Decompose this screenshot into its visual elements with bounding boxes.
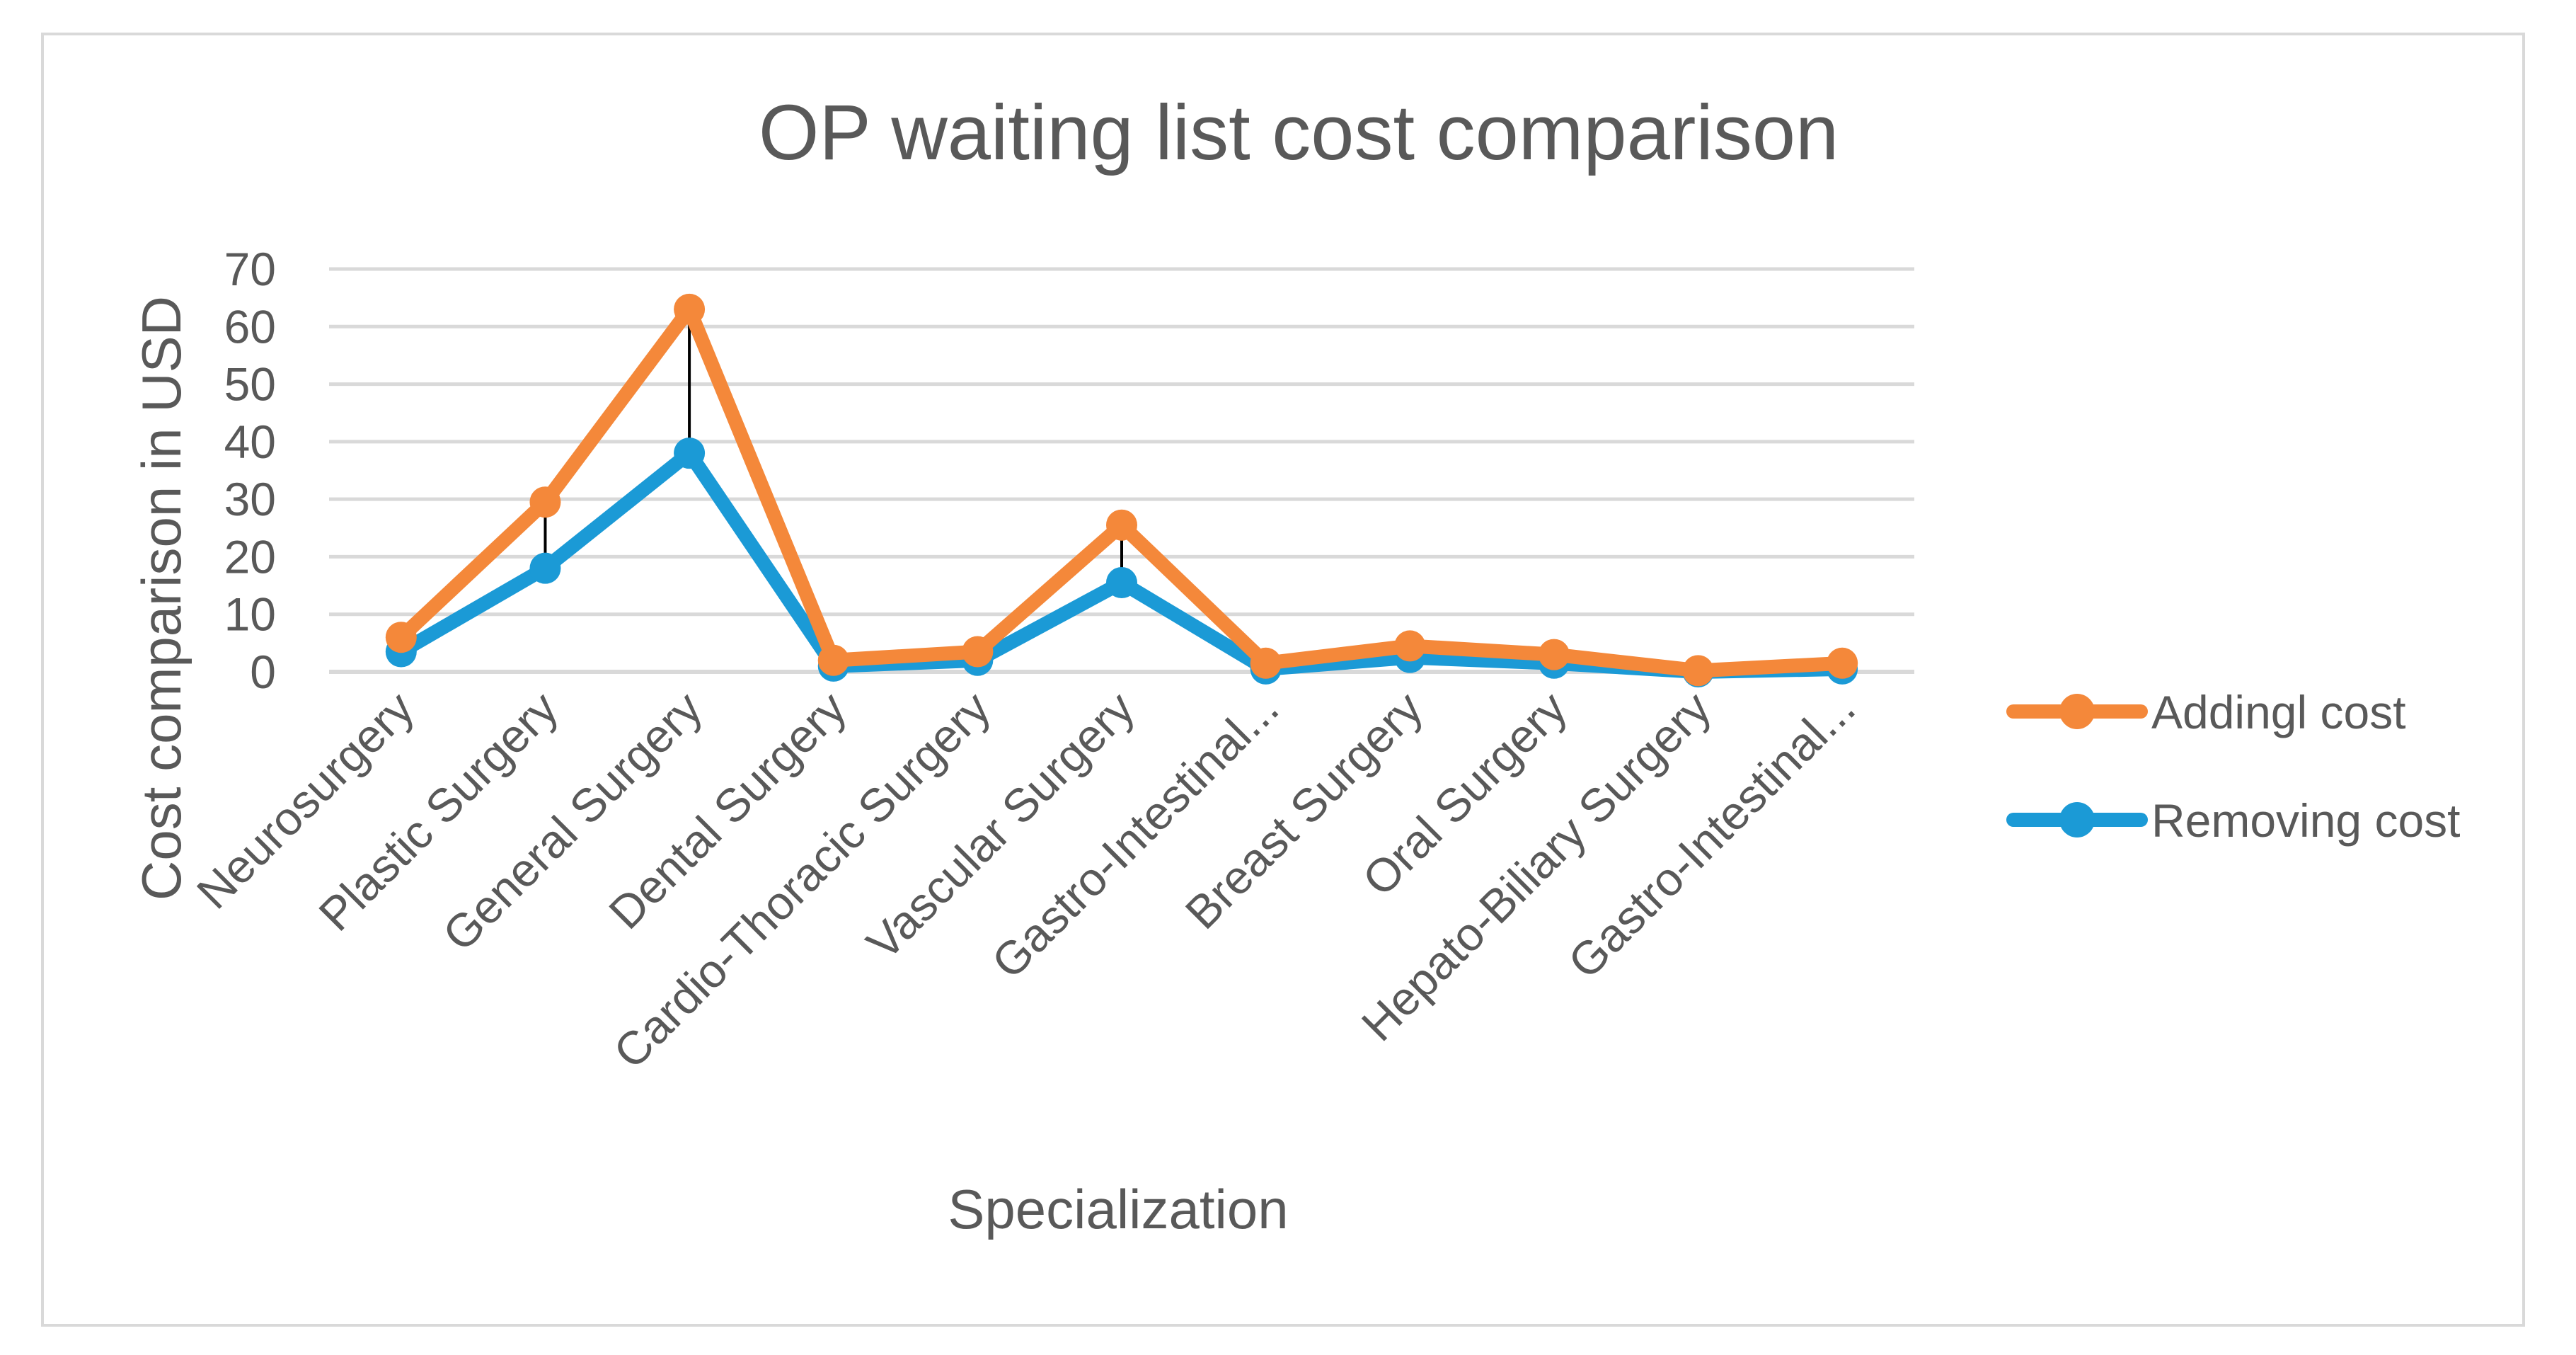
legend-item: Addingl cost [2006, 686, 2406, 738]
data-point-addingl-cost [817, 644, 849, 676]
y-tick-label: 60 [224, 300, 276, 353]
chart-title: OP waiting list cost comparison [759, 89, 1839, 176]
x-axis-label: Specialization [948, 1178, 1288, 1240]
data-point-removing-cost [529, 552, 561, 584]
y-tick-label: 10 [224, 588, 276, 641]
chart-frame [41, 33, 2525, 1327]
y-tick-label: 50 [224, 358, 276, 411]
y-tick-label: 30 [224, 473, 276, 525]
series-line-addingl-cost [393, 302, 1850, 678]
data-point-addingl-cost [1250, 647, 1282, 679]
data-point-addingl-cost [1827, 647, 1858, 679]
legend-swatch-marker [2059, 694, 2095, 729]
series-lines [385, 293, 1858, 687]
legend-label: Removing cost [2151, 794, 2461, 847]
y-tick-label: 70 [224, 243, 276, 295]
data-point-addingl-cost [1394, 630, 1426, 662]
high-low-lines [399, 309, 1844, 672]
y-tick-label: 20 [224, 530, 276, 583]
data-point-addingl-cost [385, 622, 417, 653]
x-tick-label: Vascular Surgery [856, 682, 1144, 970]
y-tick-label: 0 [250, 646, 276, 698]
legend-swatch-marker [2059, 802, 2095, 837]
legend-item: Removing cost [2006, 794, 2461, 847]
legend-label: Addingl cost [2151, 686, 2406, 738]
x-tick-label: General Surgery [432, 682, 712, 961]
y-axis-label: Cost comparison in USD [130, 296, 192, 901]
y-tick-label: 40 [224, 416, 276, 468]
data-point-addingl-cost [529, 486, 561, 518]
data-point-addingl-cost [962, 636, 994, 668]
data-point-removing-cost [674, 438, 706, 469]
data-point-addingl-cost [1106, 509, 1137, 541]
legend: Addingl cost Removing cost [2006, 686, 2461, 847]
data-point-addingl-cost [1682, 655, 1714, 687]
data-point-addingl-cost [1538, 639, 1570, 670]
data-point-removing-cost [1106, 567, 1137, 599]
data-point-addingl-cost [674, 293, 706, 325]
